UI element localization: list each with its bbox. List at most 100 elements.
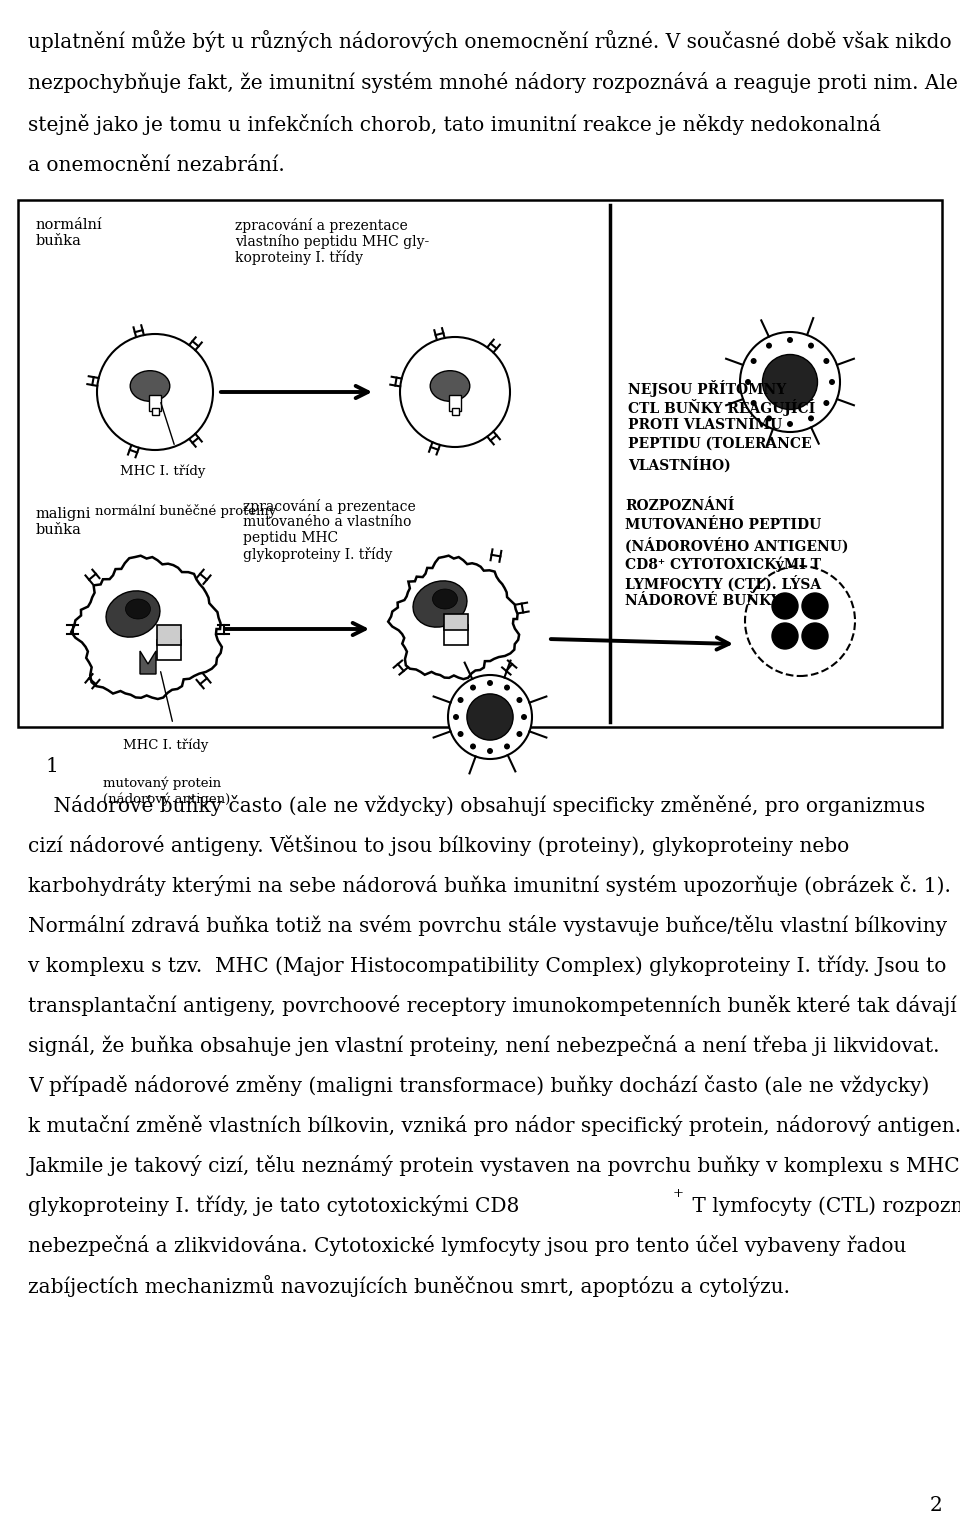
- Text: Jakmile je takový cizí, tělu neznámý protein vystaven na povrchu buňky v komplex: Jakmile je takový cizí, tělu neznámý pro…: [28, 1154, 960, 1176]
- Circle shape: [453, 715, 459, 719]
- Text: koproteiny I. třídy: koproteiny I. třídy: [235, 251, 363, 264]
- Text: glykoproteiny I. třídy, je tato cytotoxickými CD8: glykoproteiny I. třídy, je tato cytotoxi…: [28, 1194, 519, 1216]
- Ellipse shape: [430, 370, 469, 401]
- Text: stejně jako je tomu u infekčních chorob, tato imunitní reakce je někdy nedokonal: stejně jako je tomu u infekčních chorob,…: [28, 114, 881, 135]
- Text: zpracování a prezentace: zpracování a prezentace: [235, 218, 408, 234]
- Text: normální: normální: [36, 218, 103, 232]
- Circle shape: [504, 744, 510, 750]
- FancyBboxPatch shape: [451, 407, 459, 415]
- Circle shape: [470, 744, 476, 750]
- Circle shape: [824, 358, 829, 364]
- FancyBboxPatch shape: [152, 407, 158, 415]
- Text: a onemocnění nezabrání.: a onemocnění nezabrání.: [28, 155, 285, 175]
- Circle shape: [824, 400, 829, 406]
- Circle shape: [808, 415, 814, 421]
- FancyBboxPatch shape: [444, 613, 468, 630]
- Text: zabíjectích mechanizmů navozujících buněčnou smrt, apoptózu a cytolýzu.: zabíjectích mechanizmů navozujících buně…: [28, 1276, 790, 1297]
- Circle shape: [97, 334, 213, 450]
- Circle shape: [516, 732, 522, 738]
- Text: peptidu MHC: peptidu MHC: [243, 530, 338, 546]
- Text: maligni: maligni: [36, 507, 91, 521]
- Text: PROTI VLASTNÍMU: PROTI VLASTNÍMU: [628, 418, 782, 432]
- Ellipse shape: [131, 370, 170, 401]
- Text: NEJSOU PŘÍTOMNY: NEJSOU PŘÍTOMNY: [628, 380, 786, 397]
- Circle shape: [448, 675, 532, 759]
- Text: +: +: [673, 1187, 684, 1200]
- Text: cizí nádorové antigeny. Většinou to jsou bílkoviny (proteiny), glykoproteiny neb: cizí nádorové antigeny. Většinou to jsou…: [28, 835, 850, 856]
- Text: CTL BUŇKY REAGUJÍCÍ: CTL BUŇKY REAGUJÍCÍ: [628, 400, 815, 417]
- Text: v komplexu s tzv.  MHC (Major Histocompatibility Complex) glykoproteiny I. třídy: v komplexu s tzv. MHC (Major Histocompat…: [28, 954, 947, 976]
- Text: vlastního peptidu MHC gly-: vlastního peptidu MHC gly-: [235, 234, 429, 249]
- Circle shape: [745, 566, 855, 676]
- Circle shape: [470, 684, 476, 690]
- Text: k mutační změně vlastních bílkovin, vzniká pro nádor specifický protein, nádorov: k mutační změně vlastních bílkovin, vzni…: [28, 1114, 960, 1136]
- Text: buňka: buňka: [36, 234, 82, 247]
- Text: glykoproteiny I. třídy: glykoproteiny I. třídy: [243, 547, 393, 563]
- Text: 1: 1: [45, 758, 58, 776]
- Circle shape: [740, 332, 840, 432]
- FancyBboxPatch shape: [157, 626, 181, 646]
- Circle shape: [787, 421, 793, 427]
- Text: normální buněčné proteiny: normální buněčné proteiny: [95, 504, 276, 518]
- Circle shape: [762, 355, 818, 409]
- Text: (NÁDOROVÉHO ANTIGENU): (NÁDOROVÉHO ANTIGENU): [625, 536, 849, 553]
- Circle shape: [766, 343, 772, 349]
- Polygon shape: [71, 556, 222, 699]
- Circle shape: [787, 337, 793, 343]
- Circle shape: [487, 749, 493, 755]
- Text: V případě nádorové změny (maligni transformace) buňky dochází často (ale ne vždy: V případě nádorové změny (maligni transf…: [28, 1074, 929, 1096]
- Circle shape: [487, 679, 493, 686]
- Circle shape: [802, 593, 828, 619]
- FancyBboxPatch shape: [149, 395, 161, 410]
- Circle shape: [458, 732, 464, 738]
- FancyBboxPatch shape: [444, 626, 468, 646]
- Text: karbohydráty kterými na sebe nádorová buňka imunitní systém upozorňuje (obrázek : karbohydráty kterými na sebe nádorová bu…: [28, 875, 950, 896]
- Ellipse shape: [106, 590, 160, 638]
- Ellipse shape: [126, 599, 151, 619]
- FancyBboxPatch shape: [449, 395, 461, 410]
- Text: transplantační antigeny, povrchoové receptory imunokompetenních buněk které tak : transplantační antigeny, povrchoové rece…: [28, 994, 960, 1016]
- Circle shape: [751, 400, 756, 406]
- Text: uplatnění může být u různých nádorových onemocnění různé. V současné době však n: uplatnění může být u různých nádorových …: [28, 31, 951, 52]
- Ellipse shape: [433, 589, 458, 609]
- Text: mutovaný protein: mutovaný protein: [103, 778, 221, 790]
- Text: nezpochybňuje fakt, že imunitní systém mnohé nádory rozpoznává a reaguje proti n: nezpochybňuje fakt, že imunitní systém m…: [28, 72, 958, 94]
- Text: MUTOVANÉHO PEPTIDU: MUTOVANÉHO PEPTIDU: [625, 518, 821, 532]
- Circle shape: [467, 693, 513, 741]
- Circle shape: [504, 684, 510, 690]
- Text: zpracování a prezentace: zpracování a prezentace: [243, 500, 416, 513]
- Text: 2: 2: [930, 1496, 943, 1515]
- Text: buňka: buňka: [36, 523, 82, 536]
- Circle shape: [400, 337, 510, 447]
- Text: mutovaného a vlastního: mutovaného a vlastního: [243, 515, 412, 529]
- Polygon shape: [388, 556, 519, 679]
- Text: LYMFOCYTY (CTL). LÝSA: LYMFOCYTY (CTL). LÝSA: [625, 575, 821, 592]
- Circle shape: [751, 358, 756, 364]
- Circle shape: [808, 343, 814, 349]
- Text: T lymfocyty (CTL) rozpoznána jako: T lymfocyty (CTL) rozpoznána jako: [686, 1194, 960, 1216]
- Text: MHC I. třídy: MHC I. třídy: [120, 464, 205, 478]
- Text: NÁDOROVÉ BUŇKY: NÁDOROVÉ BUŇKY: [625, 593, 780, 609]
- Text: PEPTIDU (TOLERANCE: PEPTIDU (TOLERANCE: [628, 437, 811, 450]
- Text: CD8⁺ CYTOTOXICKýMI T: CD8⁺ CYTOTOXICKýMI T: [625, 556, 821, 572]
- Text: nebezpečná a zlikvidována. Cytotoxické lymfocyty jsou pro tento účel vybaveny řa: nebezpečná a zlikvidována. Cytotoxické l…: [28, 1236, 906, 1256]
- Circle shape: [745, 380, 751, 384]
- Text: MHC I. třídy: MHC I. třídy: [123, 739, 208, 753]
- Ellipse shape: [413, 581, 467, 627]
- Circle shape: [772, 622, 798, 649]
- Polygon shape: [140, 652, 156, 675]
- Text: Nádorové buňky často (ale ne vždycky) obsahují specificky změněné, pro organizmu: Nádorové buňky často (ale ne vždycky) ob…: [28, 795, 925, 816]
- Circle shape: [521, 715, 527, 719]
- Circle shape: [458, 696, 464, 702]
- Bar: [18, 200, 942, 727]
- Text: signál, že buňka obsahuje jen vlastní proteiny, není nebezpečná a není třeba ji : signál, že buňka obsahuje jen vlastní pr…: [28, 1034, 940, 1056]
- FancyBboxPatch shape: [157, 639, 181, 659]
- Circle shape: [772, 593, 798, 619]
- Text: ROZPOZNÁNÍ: ROZPOZNÁNÍ: [625, 500, 734, 513]
- Circle shape: [802, 622, 828, 649]
- Text: VLASTNÍHO): VLASTNÍHO): [628, 456, 731, 472]
- Circle shape: [516, 696, 522, 702]
- Text: (nádorový antigen): (nádorový antigen): [103, 793, 230, 807]
- Circle shape: [766, 415, 772, 421]
- Circle shape: [829, 380, 835, 384]
